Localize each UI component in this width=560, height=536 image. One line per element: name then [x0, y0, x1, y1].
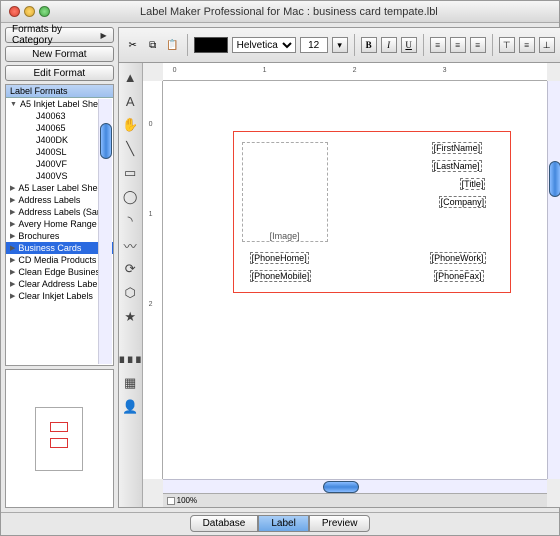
- copy-icon[interactable]: ⧉: [145, 37, 161, 53]
- tool-8[interactable]: ⟳: [122, 261, 138, 277]
- close-icon[interactable]: [9, 6, 20, 17]
- vscroll-thumb[interactable]: [549, 161, 560, 197]
- image-placeholder[interactable]: [Image]: [242, 142, 328, 242]
- preview-page-icon: [35, 407, 83, 471]
- tree-leaf[interactable]: J400SL: [6, 146, 113, 158]
- tool-palette: ▲ A ✋ ╲ ▭ ◯ ◝ 〰 ⟳ ⬡ ★ ∎∎∎ ▦ 👤: [119, 63, 143, 507]
- underline-button[interactable]: U: [401, 37, 417, 53]
- tool-13[interactable]: 👤: [122, 399, 138, 415]
- tool-0[interactable]: ▲: [122, 69, 138, 85]
- view-tabs: DatabaseLabelPreview: [1, 512, 559, 534]
- field[interactable]: [FirstName]: [432, 142, 483, 154]
- tree-leaf[interactable]: J400DK: [6, 134, 113, 146]
- field[interactable]: [Title]: [460, 178, 486, 190]
- tree-branch[interactable]: Business Cards: [6, 242, 113, 254]
- tool-6[interactable]: ◝: [122, 213, 138, 229]
- tool-2[interactable]: ✋: [122, 117, 138, 133]
- titlebar: Label Maker Professional for Mac : busin…: [1, 1, 559, 23]
- tree-leaf[interactable]: J40063: [6, 110, 113, 122]
- hscroll-thumb[interactable]: [323, 481, 359, 493]
- business-card[interactable]: [Image] [FirstName] [LastName] [Title] [Com…: [233, 131, 511, 293]
- tree-scrollbar[interactable]: [98, 99, 112, 364]
- canvas-hscrollbar[interactable]: [163, 479, 547, 493]
- tool-3[interactable]: ╲: [122, 141, 138, 157]
- italic-button[interactable]: I: [381, 37, 397, 53]
- tree-branch[interactable]: Clear Address Labels: [6, 278, 113, 290]
- tab-preview[interactable]: Preview: [309, 515, 371, 532]
- formats-category-button[interactable]: Formats by Category▶: [5, 27, 114, 43]
- zoom-icon[interactable]: [39, 6, 50, 17]
- field[interactable]: [PhoneWork]: [430, 252, 486, 264]
- field[interactable]: [PhoneMobile]: [250, 270, 312, 282]
- canvas-vscrollbar[interactable]: [547, 81, 560, 479]
- tree-leaf[interactable]: J400VS: [6, 170, 113, 182]
- color-swatch[interactable]: [194, 37, 228, 53]
- align-center-button[interactable]: ≡: [450, 37, 466, 53]
- tree-branch[interactable]: Brochures: [6, 230, 113, 242]
- tree-branch[interactable]: Clean Edge Business: [6, 266, 113, 278]
- zoom-out-icon[interactable]: [167, 497, 175, 505]
- tree-leaf[interactable]: J40065: [6, 122, 113, 134]
- font-select[interactable]: Helvetica: [232, 37, 296, 53]
- tree-branch[interactable]: A5 Laser Label Sheets: [6, 182, 113, 194]
- minimize-icon[interactable]: [24, 6, 35, 17]
- format-preview: [5, 369, 114, 508]
- tree-branch[interactable]: A5 Inkjet Label Sheets: [6, 98, 113, 110]
- tool-1[interactable]: A: [122, 93, 138, 109]
- tool-4[interactable]: ▭: [122, 165, 138, 181]
- tree-leaf[interactable]: J400VF: [6, 158, 113, 170]
- field[interactable]: [Company]: [439, 196, 487, 208]
- tree-branch[interactable]: Avery Home Range: [6, 218, 113, 230]
- tab-database[interactable]: Database: [190, 515, 259, 532]
- edit-format-button[interactable]: Edit Format: [5, 65, 114, 81]
- valign-top-button[interactable]: ⊤: [499, 37, 515, 53]
- tab-label[interactable]: Label: [258, 515, 308, 532]
- ruler-vertical: 012: [143, 81, 163, 479]
- font-size-input[interactable]: [300, 37, 328, 53]
- tree-branch[interactable]: CD Media Products: [6, 254, 113, 266]
- text-toolbar: ✂ ⧉ 📋 Helvetica ▾ B I U ≡ ≡ ≡ ⊤ ≡ ⊥: [118, 27, 560, 63]
- size-stepper[interactable]: ▾: [332, 37, 348, 53]
- align-right-button[interactable]: ≡: [470, 37, 486, 53]
- window-title: Label Maker Professional for Mac : busin…: [140, 6, 438, 18]
- tree-branch[interactable]: Address Labels: [6, 194, 113, 206]
- tree-scroll-thumb[interactable]: [100, 123, 112, 159]
- tool-7[interactable]: 〰: [122, 237, 138, 253]
- ruler-horizontal: 0123: [163, 63, 547, 81]
- tool-11[interactable]: ∎∎∎: [122, 351, 138, 367]
- field[interactable]: [PhoneHome]: [250, 252, 309, 264]
- tool-12[interactable]: ▦: [122, 375, 138, 391]
- tool-5[interactable]: ◯: [122, 189, 138, 205]
- tree-header: Label Formats: [6, 85, 113, 98]
- align-left-button[interactable]: ≡: [430, 37, 446, 53]
- new-format-button[interactable]: New Format: [5, 46, 114, 62]
- zoom-value: 100%: [177, 496, 197, 505]
- valign-bot-button[interactable]: ⊥: [539, 37, 555, 53]
- tree-branch[interactable]: Clear Inkjet Labels: [6, 290, 113, 302]
- valign-mid-button[interactable]: ≡: [519, 37, 535, 53]
- tool-10[interactable]: ★: [122, 309, 138, 325]
- canvas[interactable]: [Image] [FirstName] [LastName] [Title] [Com…: [163, 81, 547, 479]
- zoom-bar: 100%: [163, 493, 547, 507]
- format-tree: Label Formats A5 Inkjet Label SheetsJ400…: [5, 84, 114, 366]
- field[interactable]: [LastName]: [432, 160, 482, 172]
- field[interactable]: [PhoneFax]: [434, 270, 484, 282]
- tree-branch[interactable]: Address Labels (Sam's: [6, 206, 113, 218]
- bold-button[interactable]: B: [361, 37, 377, 53]
- chevron-right-icon: ▶: [101, 31, 107, 40]
- cut-icon[interactable]: ✂: [125, 37, 141, 53]
- tool-9[interactable]: ⬡: [122, 285, 138, 301]
- paste-icon[interactable]: 📋: [165, 37, 181, 53]
